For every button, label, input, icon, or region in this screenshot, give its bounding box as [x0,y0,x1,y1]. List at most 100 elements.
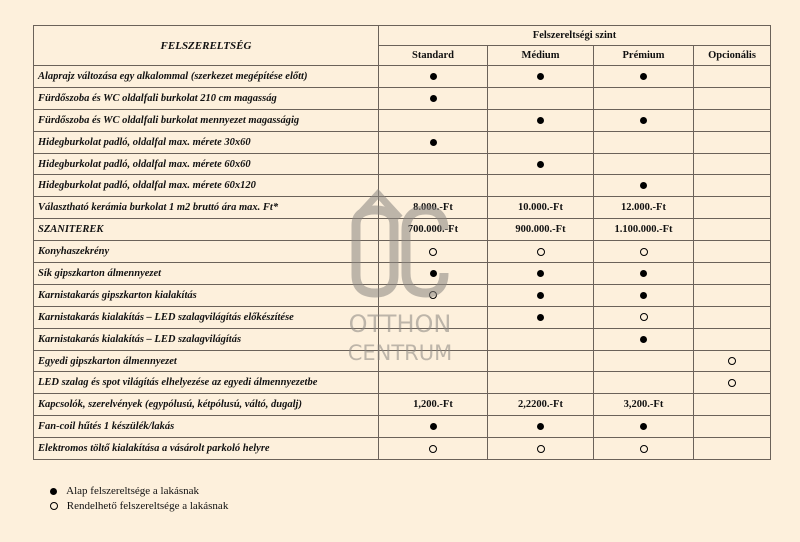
cell-premium [593,262,694,285]
table-row: Elektromos töltő kialakítása a vásárolt … [33,437,772,461]
open-circle-icon [429,291,437,300]
cell-optional [692,196,772,220]
cell-medium [487,108,594,132]
filled-dot-icon [640,182,647,190]
filled-dot-icon [537,160,544,168]
cell-optional [692,218,772,242]
legend-item-filled: Alap felszereltsége a lakásnak [50,485,199,497]
cell-optional [692,349,772,373]
feature-label: Alaprajz változása egy alkalommal (szerk… [33,65,379,88]
cell-standard [378,349,488,373]
open-circle-icon [429,247,437,256]
cell-premium [593,174,694,198]
cell-medium [487,415,594,439]
open-circle-icon [536,247,545,256]
cell-premium [593,283,694,307]
filled-dot-icon [640,423,647,431]
filled-dot-icon [50,487,57,495]
cell-standard [378,108,488,132]
feature-label: Fürdőszoba és WC oldalfali burkolat menn… [33,108,379,132]
cell-standard [378,283,488,307]
cell-premium [593,415,694,439]
filled-dot-icon [640,73,647,81]
feature-label: Hidegburkolat padló, oldalfal max. méret… [33,152,379,176]
cell-optional [692,327,772,351]
cell-premium [593,349,694,373]
filled-dot-icon [429,73,437,81]
feature-label: Elektromos töltő kialakítása a vásárolt … [33,437,379,461]
cell-standard [378,262,488,285]
cell-premium [593,327,694,351]
open-circle-icon [429,444,437,453]
cell-optional [692,305,772,329]
level-header-medium: Médium [487,45,594,66]
cell-standard: 700.000.-Ft [378,218,488,242]
cell-standard [378,65,488,88]
feature-label: Egyedi gipszkarton álmennyezet [33,349,379,373]
filled-dot-icon [537,73,544,81]
cell-standard [378,305,488,329]
legend-text: Alap felszereltsége a lakásnak [66,485,200,497]
table-row: LED szalag és spot világítás elhelyezése… [33,371,772,395]
filled-dot-icon [537,423,544,431]
filled-dot-icon [429,423,437,431]
table-row: Egyedi gipszkarton álmennyezet [33,349,772,373]
cell-premium: 1.100.000.-Ft [593,218,694,242]
cell-standard: 8.000.-Ft [378,196,488,220]
table-row: Hidegburkolat padló, oldalfal max. méret… [33,152,772,176]
legend-text: Rendelhető felszereltsége a lakásnak [66,500,229,512]
feature-label: Karnistakarás gipszkarton kialakítás [33,283,379,307]
level-header-optional: Opcionális [692,45,772,66]
cell-optional [692,283,772,307]
cell-premium [593,130,694,154]
cell-premium [593,65,694,88]
cell-premium: 3,200.-Ft [593,393,694,417]
open-circle-icon [728,357,737,366]
open-circle-icon [50,502,58,511]
cell-optional [692,152,772,176]
cell-medium [487,283,594,307]
cell-medium [487,349,594,373]
feature-label: Fan-coil hűtés 1 készülék/lakás [33,415,379,439]
feature-column-header: FELSZERELTSÉG [33,25,379,66]
filled-dot-icon [429,138,437,146]
cell-medium: 10.000.-Ft [487,196,594,220]
cell-premium [593,86,694,110]
feature-label: Kapcsolók, szerelvények (egypólusú, kétp… [33,393,379,417]
cell-standard [378,415,488,439]
cell-medium [487,174,594,198]
filled-dot-icon [537,313,544,321]
cell-optional [692,262,772,285]
table-row: Kapcsolók, szerelvények (egypólusú, kétp… [33,393,772,417]
cell-medium [487,371,594,395]
cell-optional [692,240,772,264]
cell-premium [593,152,694,176]
table-row: Karnistakarás kialakítás – LED szalagvil… [33,305,772,329]
cell-optional [692,371,772,395]
feature-label: Választható kerámia burkolat 1 m2 bruttó… [33,196,379,220]
table-row: Fürdőszoba és WC oldalfali burkolat menn… [33,108,772,132]
table-row: Konyhaszekrény [33,240,772,264]
feature-label: Hidegburkolat padló, oldalfal max. méret… [33,174,379,198]
table-row: Választható kerámia burkolat 1 m2 bruttó… [33,196,772,220]
open-circle-icon [639,313,648,322]
feature-label: Karnistakarás kialakítás – LED szalagvil… [33,305,379,329]
cell-optional [692,130,772,154]
filled-dot-icon [640,270,647,278]
cell-medium [487,437,594,461]
open-circle-icon [639,444,648,453]
table-row: Sík gipszkarton álmennyezet [33,262,772,285]
cell-optional [692,86,772,110]
level-header-standard: Standard [378,45,488,66]
filled-dot-icon [640,335,647,343]
filled-dot-icon [537,270,544,278]
table-row: Karnistakarás gipszkarton kialakítás [33,283,772,307]
level-header-premium: Prémium [593,45,694,66]
cell-optional [692,174,772,198]
feature-label: Hidegburkolat padló, oldalfal max. méret… [33,130,379,154]
table-row: Fürdőszoba és WC oldalfali burkolat 210 … [33,86,772,110]
cell-standard [378,327,488,351]
feature-label: Karnistakarás kialakítás – LED szalagvil… [33,327,379,351]
feature-label: Fürdőszoba és WC oldalfali burkolat 210 … [33,86,379,110]
open-circle-icon [639,247,648,256]
